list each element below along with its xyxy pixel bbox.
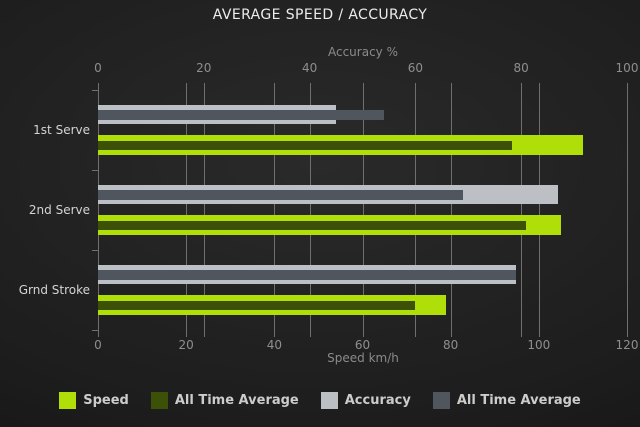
top-axis-tick-label: 0 (94, 61, 102, 75)
chart-title: AVERAGE SPEED / ACCURACY (212, 7, 428, 23)
gridline-speed (627, 83, 628, 337)
category-label: 2nd Serve (28, 203, 90, 217)
bar-speed-average[interactable] (98, 220, 526, 230)
top-axis-tick-label: 20 (196, 61, 212, 75)
legend-item-accuracy-average[interactable]: All Time Average (432, 392, 581, 409)
category-tick (92, 330, 98, 331)
bottom-axis-tick-label: 120 (615, 338, 639, 352)
bar-speed-average[interactable] (98, 300, 416, 310)
legend-item-speed-average[interactable]: All Time Average (150, 392, 299, 409)
legend-swatch-accuracy-average (432, 392, 450, 409)
gridline-accuracy (415, 83, 417, 337)
top-axis-tick-label: 80 (513, 61, 529, 75)
legend-swatch-speed-average (150, 392, 168, 409)
legend-swatch-accuracy (320, 392, 338, 409)
gridline-speed (362, 83, 364, 337)
gridline-speed (274, 83, 276, 337)
gridline-accuracy (203, 83, 205, 337)
category-axis-line (98, 83, 99, 337)
legend-item-accuracy[interactable]: Accuracy (320, 392, 411, 409)
gridline-speed (450, 83, 452, 337)
legend-label: Speed (83, 393, 129, 408)
bottom-axis-tick-label: 40 (266, 338, 282, 352)
bottom-axis-tick-label: 0 (94, 338, 102, 352)
bottom-axis-tick-label: 20 (178, 338, 194, 352)
top-axis-tick-label: 40 (301, 61, 318, 75)
bottom-axis-tick-label: 100 (527, 338, 551, 352)
top-axis-title: Accuracy % (327, 45, 399, 59)
category-tick (92, 170, 98, 171)
legend: Speed All Time Average Accuracy All Time… (0, 392, 640, 409)
legend-swatch-speed (59, 392, 77, 409)
gridline-speed (538, 83, 540, 337)
bottom-axis-tick-label: 80 (443, 338, 459, 352)
bottom-axis-title: Speed km/h (327, 351, 399, 365)
legend-label: All Time Average (174, 393, 299, 408)
bar-accuracy-average[interactable] (98, 269, 516, 280)
category-tick (92, 90, 98, 91)
bar-accuracy-average[interactable] (98, 189, 463, 200)
legend-label: All Time Average (456, 393, 581, 408)
category-tick (92, 250, 98, 251)
top-axis-tick-label: 100 (615, 61, 639, 75)
gridline-accuracy (309, 83, 311, 337)
category-label: Grnd Stroke (18, 283, 90, 297)
bar-accuracy-average[interactable] (98, 109, 384, 120)
legend-item-speed[interactable]: Speed (59, 392, 129, 409)
top-axis-tick-label: 60 (407, 61, 424, 75)
gridline-speed (186, 83, 188, 337)
gridline-accuracy (521, 83, 523, 337)
bottom-axis-tick-label: 60 (354, 338, 371, 352)
bar-speed-average[interactable] (98, 140, 513, 150)
legend-label: Accuracy (344, 393, 411, 408)
category-label: 1st Serve (33, 123, 90, 137)
